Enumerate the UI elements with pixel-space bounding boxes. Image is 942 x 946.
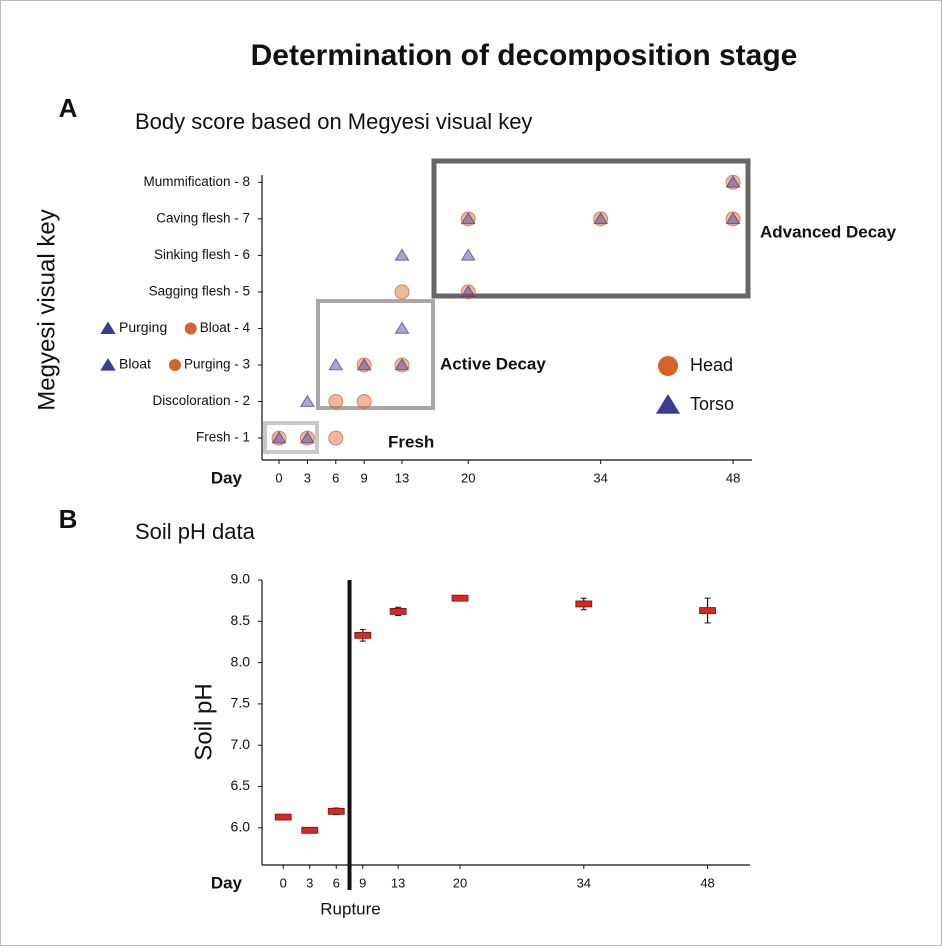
y-tick-label: Sagging flesh - 5 <box>149 283 250 298</box>
point <box>356 394 372 410</box>
point <box>460 284 476 300</box>
x-tick-label: 34 <box>577 875 591 890</box>
y-tick-label: 7.0 <box>231 736 251 752</box>
legend-label: Torso <box>690 394 734 414</box>
panel-label: B <box>59 504 78 534</box>
point <box>356 358 372 371</box>
point <box>271 431 287 444</box>
legend-icon <box>184 322 197 335</box>
point <box>394 357 410 373</box>
y-tick-label: Purging - 3 <box>184 357 250 372</box>
rupture-label: Rupture <box>320 899 380 918</box>
point <box>356 357 372 373</box>
y-tick-label: Sinking flesh - 6 <box>154 247 250 262</box>
point <box>460 284 476 298</box>
tick-note: Bloat <box>119 356 151 372</box>
stage-box <box>431 158 751 299</box>
y-tick-label: Discoloration - 2 <box>152 393 250 408</box>
x-tick-label: 9 <box>359 875 366 890</box>
point <box>394 321 410 334</box>
point <box>328 358 344 371</box>
marker <box>301 826 319 834</box>
point <box>725 211 741 227</box>
y-tick-label: Mummification - 8 <box>143 174 250 189</box>
y-tick-label: Bloat - 4 <box>200 320 251 335</box>
marker <box>389 607 407 615</box>
stage-label: Active Decay <box>440 354 546 373</box>
x-tick-label: 34 <box>593 470 607 485</box>
marker <box>575 600 593 608</box>
x-axis-label: Day <box>211 873 243 892</box>
point <box>460 211 476 227</box>
x-tick-label: 3 <box>306 875 313 890</box>
y-tick-label: Caving flesh - 7 <box>156 210 250 225</box>
marker <box>274 813 292 821</box>
x-tick-label: 9 <box>361 470 368 485</box>
x-tick-label: 3 <box>304 470 311 485</box>
y-axis-label: Soil pH <box>190 683 217 760</box>
stage-box <box>316 299 435 410</box>
x-tick-label: 13 <box>395 470 409 485</box>
chart-title: Soil pH data <box>135 519 256 544</box>
point <box>593 211 609 225</box>
point <box>460 248 476 261</box>
legend-marker <box>658 356 678 376</box>
y-tick-label: 6.0 <box>231 819 251 835</box>
point <box>299 430 315 446</box>
point <box>394 358 410 371</box>
y-tick-label: 6.5 <box>231 777 251 793</box>
point <box>328 430 344 446</box>
chart-title: Body score based on Megyesi visual key <box>135 109 532 134</box>
x-tick-label: 0 <box>275 470 282 485</box>
marker <box>451 594 469 602</box>
x-tick-label: 48 <box>700 875 714 890</box>
x-tick-label: 13 <box>391 875 405 890</box>
point <box>593 211 609 227</box>
x-tick-label: 6 <box>333 875 340 890</box>
stage-label: Advanced Decay <box>760 222 897 241</box>
point <box>394 248 410 261</box>
x-tick-label: 48 <box>726 470 740 485</box>
marker <box>354 631 372 639</box>
point <box>725 175 741 188</box>
point <box>460 211 476 225</box>
point <box>725 211 741 225</box>
point <box>299 431 315 444</box>
figure-title: Determination of decomposition stage <box>251 39 798 72</box>
legend-icon <box>100 358 116 371</box>
x-tick-label: 20 <box>453 875 467 890</box>
y-tick-label: 8.0 <box>231 653 251 669</box>
x-tick-label: 6 <box>332 470 339 485</box>
legend-marker <box>655 394 681 414</box>
point <box>328 394 344 410</box>
y-tick-label: 9.0 <box>231 571 251 587</box>
legend-icon <box>100 321 116 335</box>
legend-label: Head <box>690 355 733 375</box>
y-tick-label: 8.5 <box>231 612 251 628</box>
point <box>725 174 741 190</box>
stage-label: Fresh <box>388 432 434 451</box>
stage-box <box>263 421 319 454</box>
marker <box>699 607 716 614</box>
panel-label: A <box>59 93 78 123</box>
y-axis-label: Megyesi visual key <box>33 209 60 410</box>
x-tick-label: 0 <box>280 875 287 890</box>
legend-icon <box>168 359 181 371</box>
point <box>271 430 287 446</box>
tick-note: Purging <box>119 319 167 335</box>
x-axis-label: Day <box>211 468 243 487</box>
point <box>394 284 410 300</box>
marker <box>327 807 345 815</box>
point <box>299 394 315 407</box>
y-tick-label: 7.5 <box>231 695 251 711</box>
y-tick-label: Fresh - 1 <box>196 430 250 445</box>
x-tick-label: 20 <box>461 470 475 485</box>
